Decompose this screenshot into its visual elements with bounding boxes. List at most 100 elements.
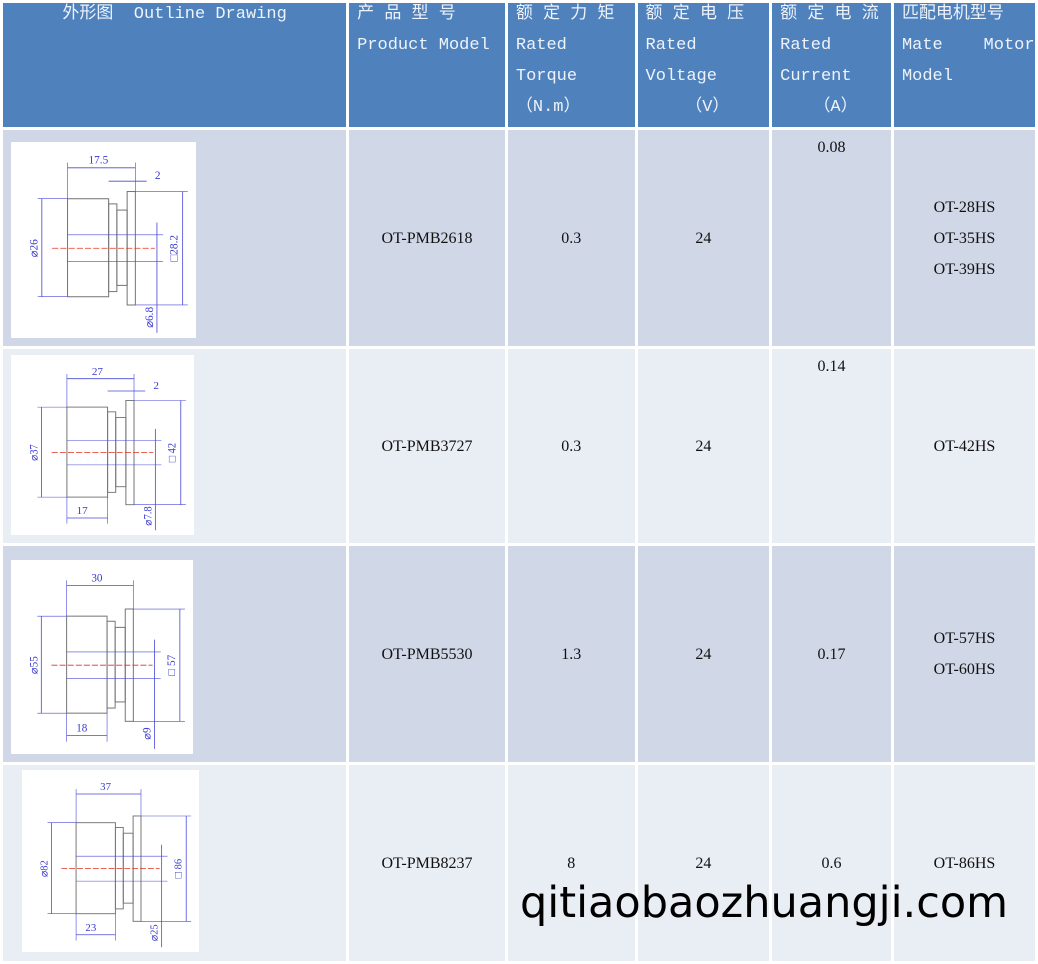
dim-step-length: 18	[76, 722, 88, 734]
mate-cell: OT-86HS	[890, 762, 1038, 964]
torque-cell: 0.3	[504, 127, 638, 349]
torque-cell: 8	[504, 762, 638, 964]
dim-diameter: ⌀82	[38, 860, 50, 877]
dim-shaft: ⌀9	[142, 727, 154, 740]
dim-length: 30	[91, 572, 103, 584]
table-row: 30 ⌀55 ⌀9 □ 57 18 OT-PMB5530 1.3 24 0.17	[0, 543, 1038, 765]
outline-drawing: 37 ⌀82 ⌀25 □ 86 23	[22, 770, 199, 952]
header-outline-label: 外形图 Outline Drawing	[62, 5, 287, 24]
table-row: 37 ⌀82 ⌀25 □ 86 23 OT-PMB8237 8 24 0.6	[0, 762, 1038, 964]
current-cell: 0.17	[769, 543, 894, 765]
current-cell: 0.6	[769, 762, 894, 964]
motor-drawing-icon: 30 ⌀55 ⌀9 □ 57 18	[28, 572, 185, 749]
product-model: OT-PMB3727	[381, 437, 473, 455]
dim-step-length: 17	[77, 505, 89, 517]
model-cell: OT-PMB3727	[346, 346, 508, 546]
header-label: 产 品 型 号	[357, 5, 456, 24]
dim-square: □ 86	[172, 858, 184, 878]
header-label: Rated	[515, 36, 567, 55]
model-cell: OT-PMB5530	[346, 543, 508, 765]
header-label: （N.m）	[515, 98, 581, 117]
dim-square: □ 42	[166, 443, 178, 462]
rated-current: 0.14	[817, 358, 846, 375]
voltage-cell: 24	[634, 762, 773, 964]
header-current: 额 定 电 流 Rated Current （A）	[769, 0, 894, 130]
dim-shaft: ⌀25	[149, 924, 161, 941]
header-label: 额 定 电 压	[645, 5, 745, 24]
motor-drawing-icon: 27 2 ⌀37 ⌀7.8 □ 42 17	[28, 366, 186, 531]
outline-drawing-cell: 17.5 2 ⌀26 ⌀6.8 □28.2	[0, 127, 350, 349]
header-voltage: 额 定 电 压 Rated Voltage （V）	[634, 0, 773, 130]
header-label: Rated	[780, 36, 832, 55]
mate-motor-model: OT-42HS	[933, 437, 996, 455]
dim-flange: 2	[153, 380, 159, 392]
rated-current: 0.08	[817, 139, 846, 156]
torque-cell: 0.3	[504, 346, 638, 546]
header-mate: 匹配电机型号 Mate Motor Model	[890, 0, 1038, 130]
header-label: 额 定 电 流	[780, 5, 879, 24]
outline-drawing: 30 ⌀55 ⌀9 □ 57 18	[11, 560, 193, 754]
motor-drawing-icon: 37 ⌀82 ⌀25 □ 86 23	[38, 781, 192, 948]
current-cell: 0.08	[769, 127, 894, 349]
header-row: 外形图 Outline Drawing 产 品 型 号 Product Mode…	[0, 0, 1038, 130]
rated-voltage: 24	[695, 645, 712, 663]
mate-motor-model: OT-60HS	[933, 661, 996, 678]
dim-shaft: ⌀7.8	[142, 506, 154, 525]
header-label: Rated	[645, 36, 697, 55]
voltage-cell: 24	[634, 346, 773, 546]
mate-motor-model: OT-28HS	[933, 198, 996, 216]
product-model: OT-PMB5530	[381, 645, 473, 663]
outline-drawing: 17.5 2 ⌀26 ⌀6.8 □28.2	[11, 142, 196, 338]
dim-diameter: ⌀37	[28, 444, 40, 461]
header-label: （A）	[813, 98, 858, 117]
header-outline: 外形图 Outline Drawing	[0, 0, 350, 130]
header-torque: 额 定 力 矩 Rated Torque （N.m）	[504, 0, 638, 130]
dim-length: 37	[100, 781, 111, 793]
rated-voltage: 24	[695, 229, 712, 247]
dim-diameter: ⌀26	[29, 239, 41, 258]
outline-drawing-cell: 27 2 ⌀37 ⌀7.8 □ 42 17	[0, 346, 350, 546]
product-model: OT-PMB2618	[381, 229, 473, 247]
product-model: OT-PMB8237	[381, 854, 473, 872]
mate-motor-model: OT-35HS	[933, 229, 996, 247]
mate-motor-model: OT-86HS	[933, 854, 996, 872]
dim-length: 27	[92, 366, 104, 378]
outline-drawing: 27 2 ⌀37 ⌀7.8 □ 42 17	[11, 355, 194, 535]
table-row: 17.5 2 ⌀26 ⌀6.8 □28.2 OT-PMB2618 0.3 24	[0, 127, 1038, 349]
rated-voltage: 24	[695, 854, 712, 872]
rated-current: 0.17	[817, 645, 846, 663]
rated-voltage: 24	[695, 437, 712, 455]
mate-motor-model: OT-57HS	[933, 630, 996, 647]
outline-drawing-cell: 30 ⌀55 ⌀9 □ 57 18	[0, 543, 350, 765]
dim-step-length: 23	[85, 922, 96, 934]
dim-shaft: ⌀6.8	[144, 307, 156, 328]
current-cell: 0.14	[769, 346, 894, 546]
header-label: Torque	[515, 67, 578, 86]
outline-drawing-cell: 37 ⌀82 ⌀25 □ 86 23	[0, 762, 350, 964]
header-label: Model	[901, 67, 953, 86]
mate-cell: OT-42HS	[890, 346, 1038, 546]
dim-square: □ 57	[166, 654, 178, 675]
header-label: （V）	[685, 98, 730, 117]
header-label: Voltage	[645, 67, 717, 86]
voltage-cell: 24	[634, 543, 773, 765]
header-label: Product Model	[357, 36, 490, 55]
watermark: qitiaobaozhuangji.com	[520, 878, 1009, 928]
dim-square: □28.2	[169, 235, 181, 262]
rated-current: 0.6	[821, 854, 842, 872]
dim-diameter: ⌀55	[28, 656, 40, 674]
voltage-cell: 24	[634, 127, 773, 349]
model-cell: OT-PMB2618	[346, 127, 508, 349]
mate-cell: OT-57HS OT-60HS	[890, 543, 1038, 765]
header-label: Mate Motor	[901, 36, 1035, 55]
rated-torque: 1.3	[561, 645, 582, 663]
header-model: 产 品 型 号 Product Model	[346, 0, 508, 130]
dim-flange: 2	[155, 170, 161, 182]
rated-torque: 0.3	[561, 437, 582, 455]
mate-motor-model: OT-39HS	[933, 260, 996, 278]
motor-drawing-icon: 17.5 2 ⌀26 ⌀6.8 □28.2	[29, 155, 188, 333]
mate-cell: OT-28HS OT-35HS OT-39HS	[890, 127, 1038, 349]
dim-length: 17.5	[88, 155, 108, 167]
rated-torque: 8	[567, 854, 576, 872]
